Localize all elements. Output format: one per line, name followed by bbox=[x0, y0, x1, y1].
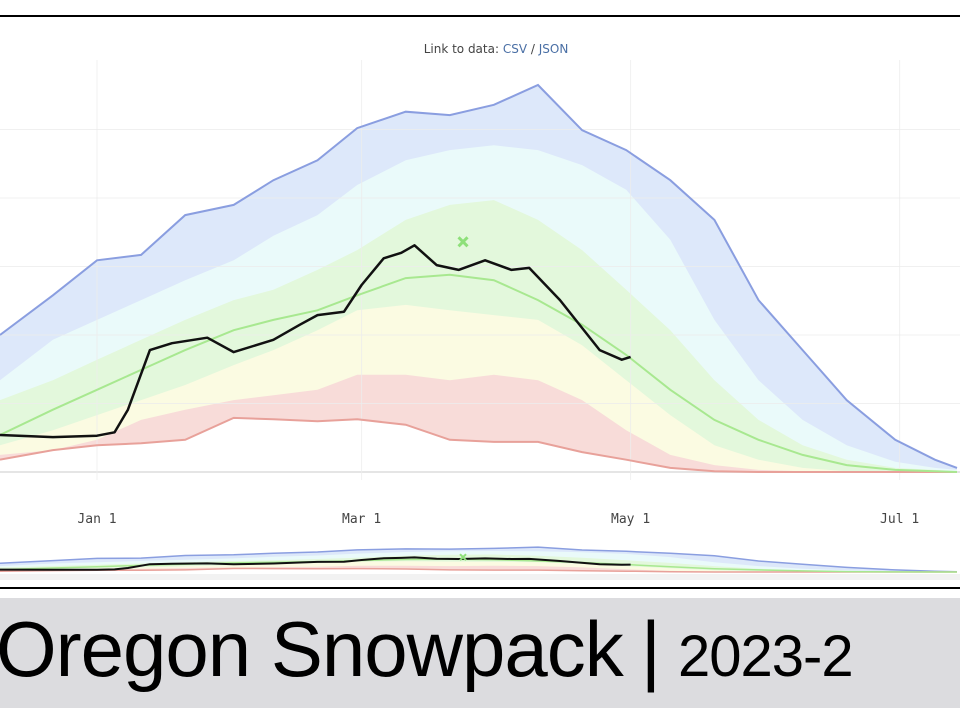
max-line bbox=[0, 546, 958, 573]
max-line bbox=[0, 83, 958, 469]
title-season: 2023-2 bbox=[677, 624, 854, 689]
series-lines bbox=[0, 83, 958, 473]
band-min bbox=[0, 417, 957, 472]
current-season-line bbox=[0, 244, 631, 439]
range-slider-track bbox=[0, 574, 960, 580]
page-title: Oregon Snowpack | 2023-2 bbox=[0, 604, 854, 695]
snowpack-chart: Jan 1 Mar 1 May 1 Jul 1 bbox=[0, 15, 960, 589]
min-line bbox=[0, 416, 957, 473]
min-line bbox=[0, 567, 957, 573]
x-tick-label: May 1 bbox=[611, 512, 650, 527]
peak-marker bbox=[457, 236, 469, 248]
range-slider-preview bbox=[0, 546, 958, 573]
data-links: Link to data: CSV / JSON bbox=[0, 42, 960, 56]
grid bbox=[0, 60, 960, 480]
x-axis: Jan 1 Mar 1 May 1 Jul 1 bbox=[77, 512, 919, 527]
median-line bbox=[0, 273, 958, 473]
title-bar: Oregon Snowpack | 2023-2 bbox=[0, 598, 960, 708]
x-tick-label: Mar 1 bbox=[342, 512, 381, 527]
peak-marker bbox=[459, 553, 467, 561]
title-text: Oregon Snowpack bbox=[0, 605, 624, 693]
current-season-line bbox=[0, 556, 631, 571]
x-tick-label: Jul 1 bbox=[880, 512, 919, 527]
title-divider: | bbox=[640, 605, 661, 693]
json-link[interactable]: JSON bbox=[538, 42, 569, 56]
link-prefix: Link to data: bbox=[423, 42, 503, 56]
link-separator: / bbox=[527, 42, 539, 56]
csv-link[interactable]: CSV bbox=[502, 42, 528, 56]
x-tick-label: Jan 1 bbox=[77, 512, 116, 527]
